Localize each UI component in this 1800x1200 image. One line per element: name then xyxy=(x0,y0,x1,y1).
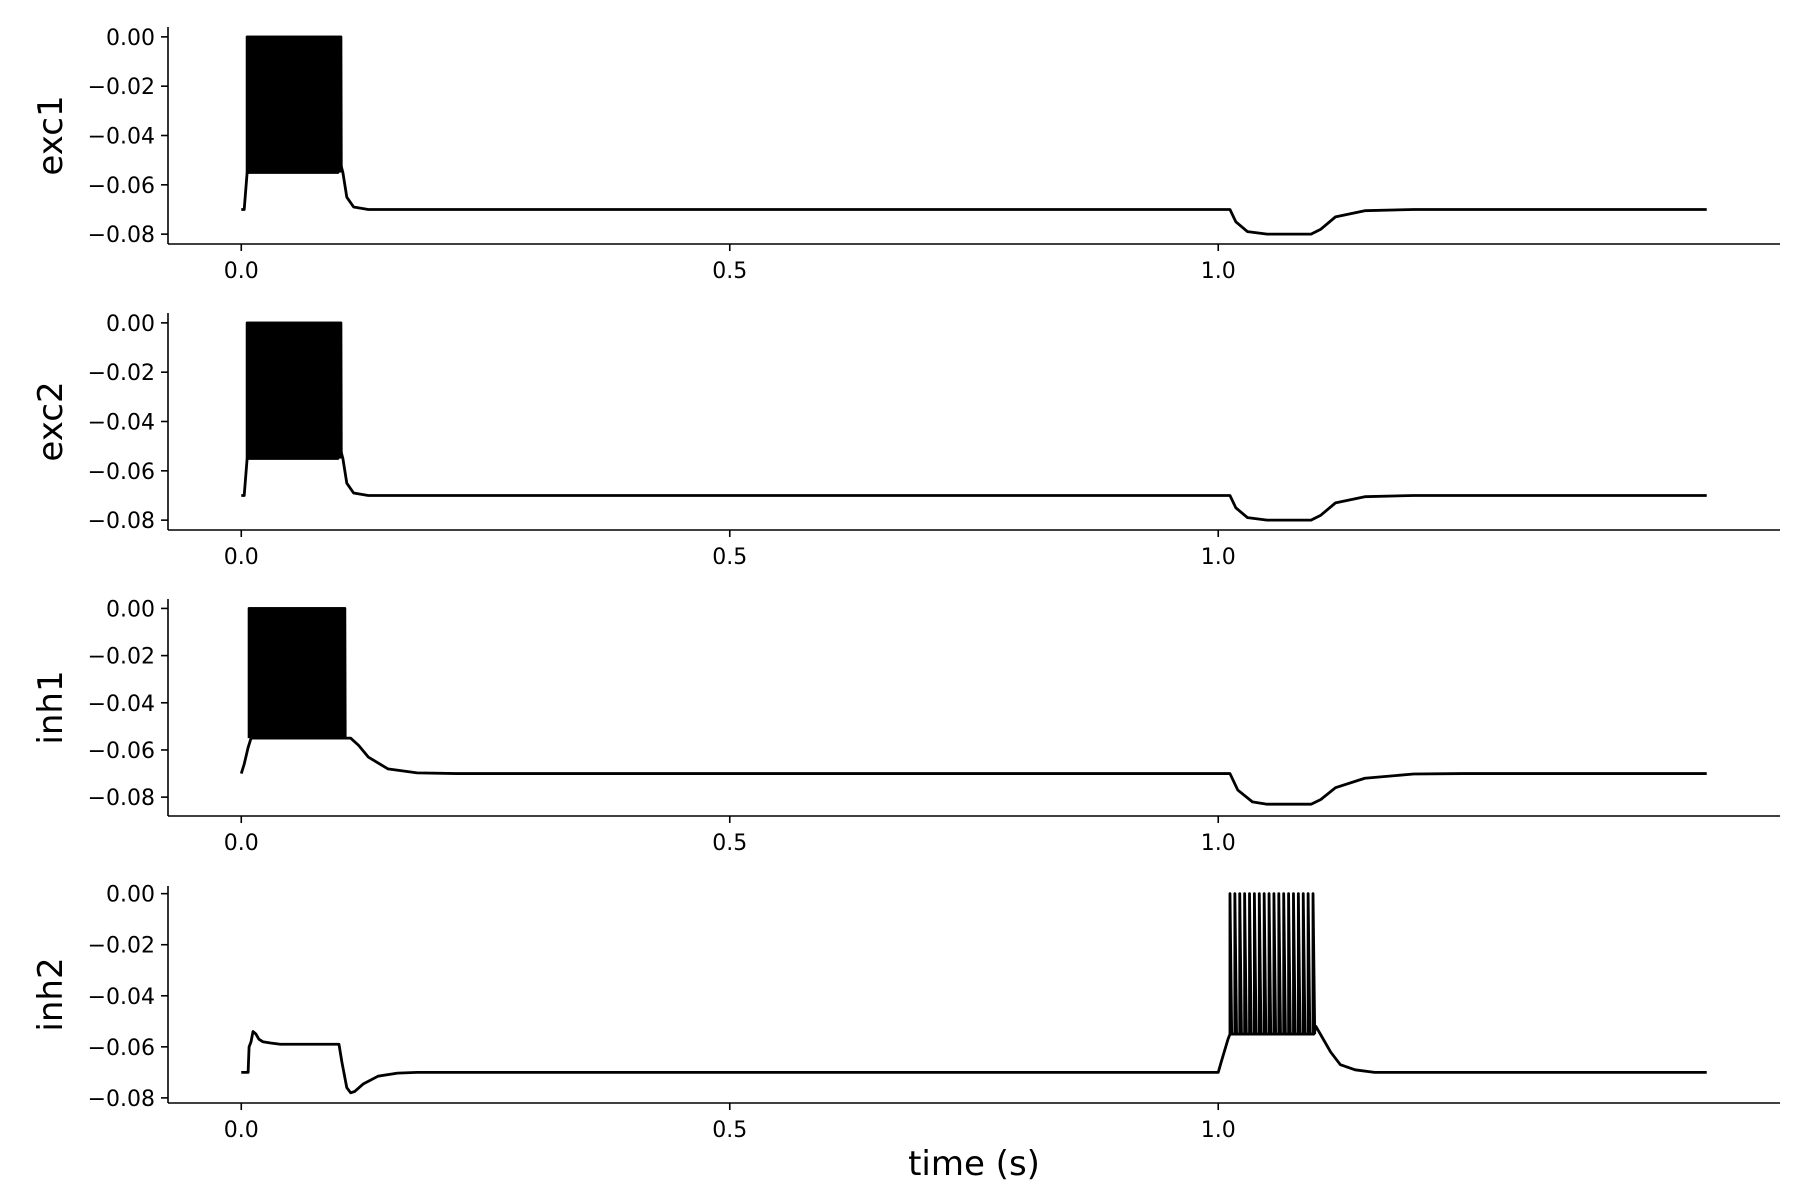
x-tick-label: 0.5 xyxy=(712,831,747,856)
y-tick-label: 0.00 xyxy=(106,597,155,622)
x-tick-label: 0.0 xyxy=(224,259,259,284)
panel-exc2: 0.00 −0.02 −0.04 −0.06 −0.08 0.0 0.5 1.0 exc2 xyxy=(31,312,1780,570)
x-tick-label: 0.0 xyxy=(224,1118,259,1143)
spike-burst-exc2 xyxy=(245,321,343,459)
spike-burst-exc1 xyxy=(245,35,343,173)
x-tick-label: 0.0 xyxy=(224,831,259,856)
x-tick-label: 0.0 xyxy=(224,545,259,570)
y-tick-label: −0.02 xyxy=(88,361,155,386)
y-tick-label: −0.02 xyxy=(88,934,155,959)
y-tick-label: 0.00 xyxy=(106,26,155,51)
y-axis-label: inh2 xyxy=(31,957,71,1031)
x-tick-label: 0.5 xyxy=(712,545,747,570)
y-tick-label: −0.06 xyxy=(88,1036,155,1061)
panel-inh2: 0.00 −0.02 −0.04 −0.06 −0.08 0.0 0.5 1.0 inh2 tim… xyxy=(31,883,1780,1184)
y-tick-label: −0.08 xyxy=(88,223,155,248)
y-tick-label: −0.06 xyxy=(88,460,155,485)
y-tick-label: 0.00 xyxy=(106,883,155,908)
y-tick-label: −0.08 xyxy=(88,509,155,534)
y-axis-label: exc2 xyxy=(31,381,71,461)
trace-inh1 xyxy=(239,736,1707,806)
x-tick-label: 0.5 xyxy=(712,259,747,284)
x-tick-label: 1.0 xyxy=(1201,259,1236,284)
y-tick-label: −0.04 xyxy=(88,985,155,1010)
spike-burst-inh2 xyxy=(1228,892,1317,1035)
y-tick-label: −0.08 xyxy=(88,1087,155,1112)
y-tick-label: −0.04 xyxy=(88,411,155,436)
y-tick-label: −0.08 xyxy=(88,786,155,811)
panel-inh1: 0.00 −0.02 −0.04 −0.06 −0.08 0.0 0.5 1.0 inh1 xyxy=(31,597,1780,856)
x-tick-label: 0.5 xyxy=(712,1118,747,1143)
y-tick-label: 0.00 xyxy=(106,312,155,337)
y-tick-label: −0.06 xyxy=(88,174,155,199)
trace-exc2 xyxy=(241,449,1707,522)
spike-burst-inh1 xyxy=(247,607,347,739)
y-tick-label: −0.02 xyxy=(88,645,155,670)
y-tick-label: −0.06 xyxy=(88,739,155,764)
x-axis-label: time (s) xyxy=(908,1144,1040,1184)
panel-exc1: 0.00 −0.02 −0.04 −0.06 −0.08 0.0 0.5 1.0 exc1 xyxy=(31,26,1780,284)
trace-exc1 xyxy=(241,163,1707,236)
x-tick-label: 1.0 xyxy=(1201,545,1236,570)
y-tick-label: −0.04 xyxy=(88,125,155,150)
x-tick-label: 1.0 xyxy=(1201,1118,1236,1143)
y-axis-label: exc1 xyxy=(31,95,71,175)
y-tick-label: −0.02 xyxy=(88,75,155,100)
y-axis-label: inh1 xyxy=(31,670,71,744)
trace-inh2 xyxy=(241,1025,1707,1095)
y-tick-label: −0.04 xyxy=(88,692,155,717)
x-tick-label: 1.0 xyxy=(1201,831,1236,856)
